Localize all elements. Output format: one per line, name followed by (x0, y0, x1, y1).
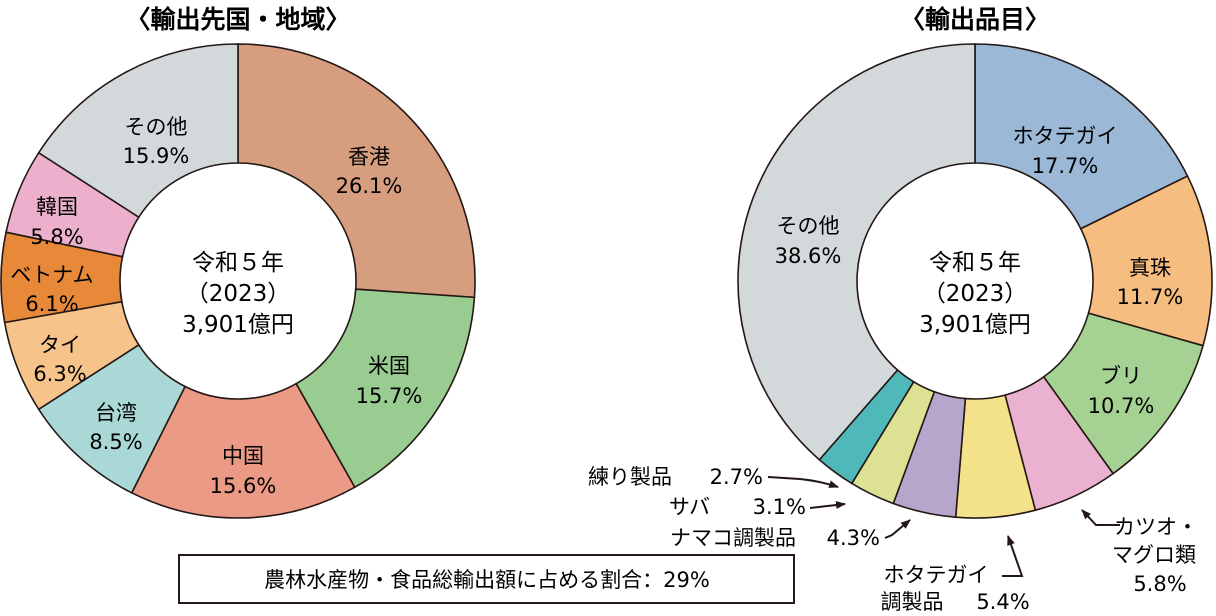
leader-scallop-prep (1002, 535, 1024, 577)
left-slice-7 (37, 43, 239, 219)
share-note-box (178, 554, 795, 604)
left-center-total: 3,901億円 (182, 312, 294, 338)
slice-label-pearl-value: 11.7% (1117, 285, 1184, 309)
slice-label-scallop-prep-name-line2: 調製品 (881, 590, 944, 614)
slice-label-seacucumber-name: ナマコ調製品 (670, 526, 796, 550)
slice-label-vietnam-name: ベトナム (10, 263, 93, 287)
slice-label-tuna-name-line1: カツオ・ (1114, 515, 1198, 539)
left-slice-2 (130, 382, 356, 519)
slice-label-hongkong-name: 香港 (348, 145, 390, 169)
left-center-year: 令和５年 (192, 250, 284, 276)
right-slice-0 (974, 43, 1189, 230)
slice-label-usa-value: 15.7% (356, 384, 423, 408)
right-center-total: 3,901億円 (919, 312, 1031, 338)
slice-label-surimi-value: 2.7% (710, 465, 763, 489)
slice-label-other-value: 15.9% (123, 144, 190, 168)
leader-seacucumber (884, 519, 911, 539)
right-slice-8 (737, 43, 976, 461)
right-chart-title: 〈輸出品目〉 (900, 5, 1050, 34)
leader-surimi (767, 476, 839, 488)
slice-label-scallop-value: 17.7% (1032, 154, 1099, 178)
left-slice-1 (295, 288, 476, 489)
slice-label-thailand-value: 6.3% (33, 362, 86, 386)
slice-label-other-name: その他 (125, 115, 188, 139)
leader-tuna (1081, 509, 1120, 526)
slice-label-mackerel-name: サバ (669, 495, 710, 519)
right-donut (737, 43, 1213, 519)
right-center-year-western: （2023） (923, 281, 1028, 307)
left-donut (0, 43, 476, 519)
slice-label-hongkong-value: 26.1% (336, 174, 403, 198)
slice-label-scallop-name: ホタテガイ (1013, 124, 1118, 148)
slice-label-taiwan-value: 8.5% (89, 430, 142, 454)
share-note: 農林水産物・食品総輸出額に占める割合：29% (264, 568, 710, 592)
left-center-year-western: （2023） (186, 281, 291, 307)
slice-label-korea-value: 5.8% (30, 225, 83, 249)
left-slice-0 (237, 43, 476, 299)
slice-label-other-items-name: その他 (777, 214, 840, 238)
slice-label-mackerel-value: 3.1% (753, 495, 806, 519)
left-chart-title: 〈輸出先国・地域〉 (125, 5, 350, 34)
right-center-year: 令和５年 (929, 250, 1021, 276)
slice-label-yellowtail-value: 10.7% (1088, 394, 1155, 418)
slice-label-vietnam-value: 6.1% (25, 292, 78, 316)
leader-mackerel (809, 501, 846, 509)
slice-label-tuna-value: 5.8% (1133, 572, 1186, 596)
slice-label-korea-name: 韓国 (36, 195, 78, 219)
slice-label-china-value: 15.6% (210, 474, 277, 498)
slice-label-other-items-value: 38.6% (775, 244, 842, 268)
slice-label-thailand-name: タイ (39, 333, 81, 357)
slice-label-usa-name: 米国 (368, 354, 410, 378)
slice-label-china-name: 中国 (222, 444, 264, 468)
slice-label-scallop-prep-value: 5.4% (976, 590, 1029, 614)
slice-label-yellowtail-name: ブリ (1100, 364, 1142, 388)
right-slice-labels: ホタテガイ 17.7% 真珠 11.7% ブリ 10.7% カツオ・ マグロ類 … (588, 124, 1198, 614)
slice-label-surimi-name: 練り製品 (588, 465, 672, 489)
slice-label-seacucumber-value: 4.3% (827, 526, 880, 550)
slice-label-taiwan-name: 台湾 (95, 401, 137, 425)
slice-label-pearl-name: 真珠 (1129, 256, 1171, 280)
slice-label-scallop-prep-name-line1: ホタテガイ (884, 563, 989, 587)
left-slice-labels: 香港 26.1% 米国 15.7% 中国 15.6% 台湾 8.5% タイ 6.… (10, 115, 422, 498)
slice-label-tuna-name-line2: マグロ類 (1112, 543, 1196, 567)
